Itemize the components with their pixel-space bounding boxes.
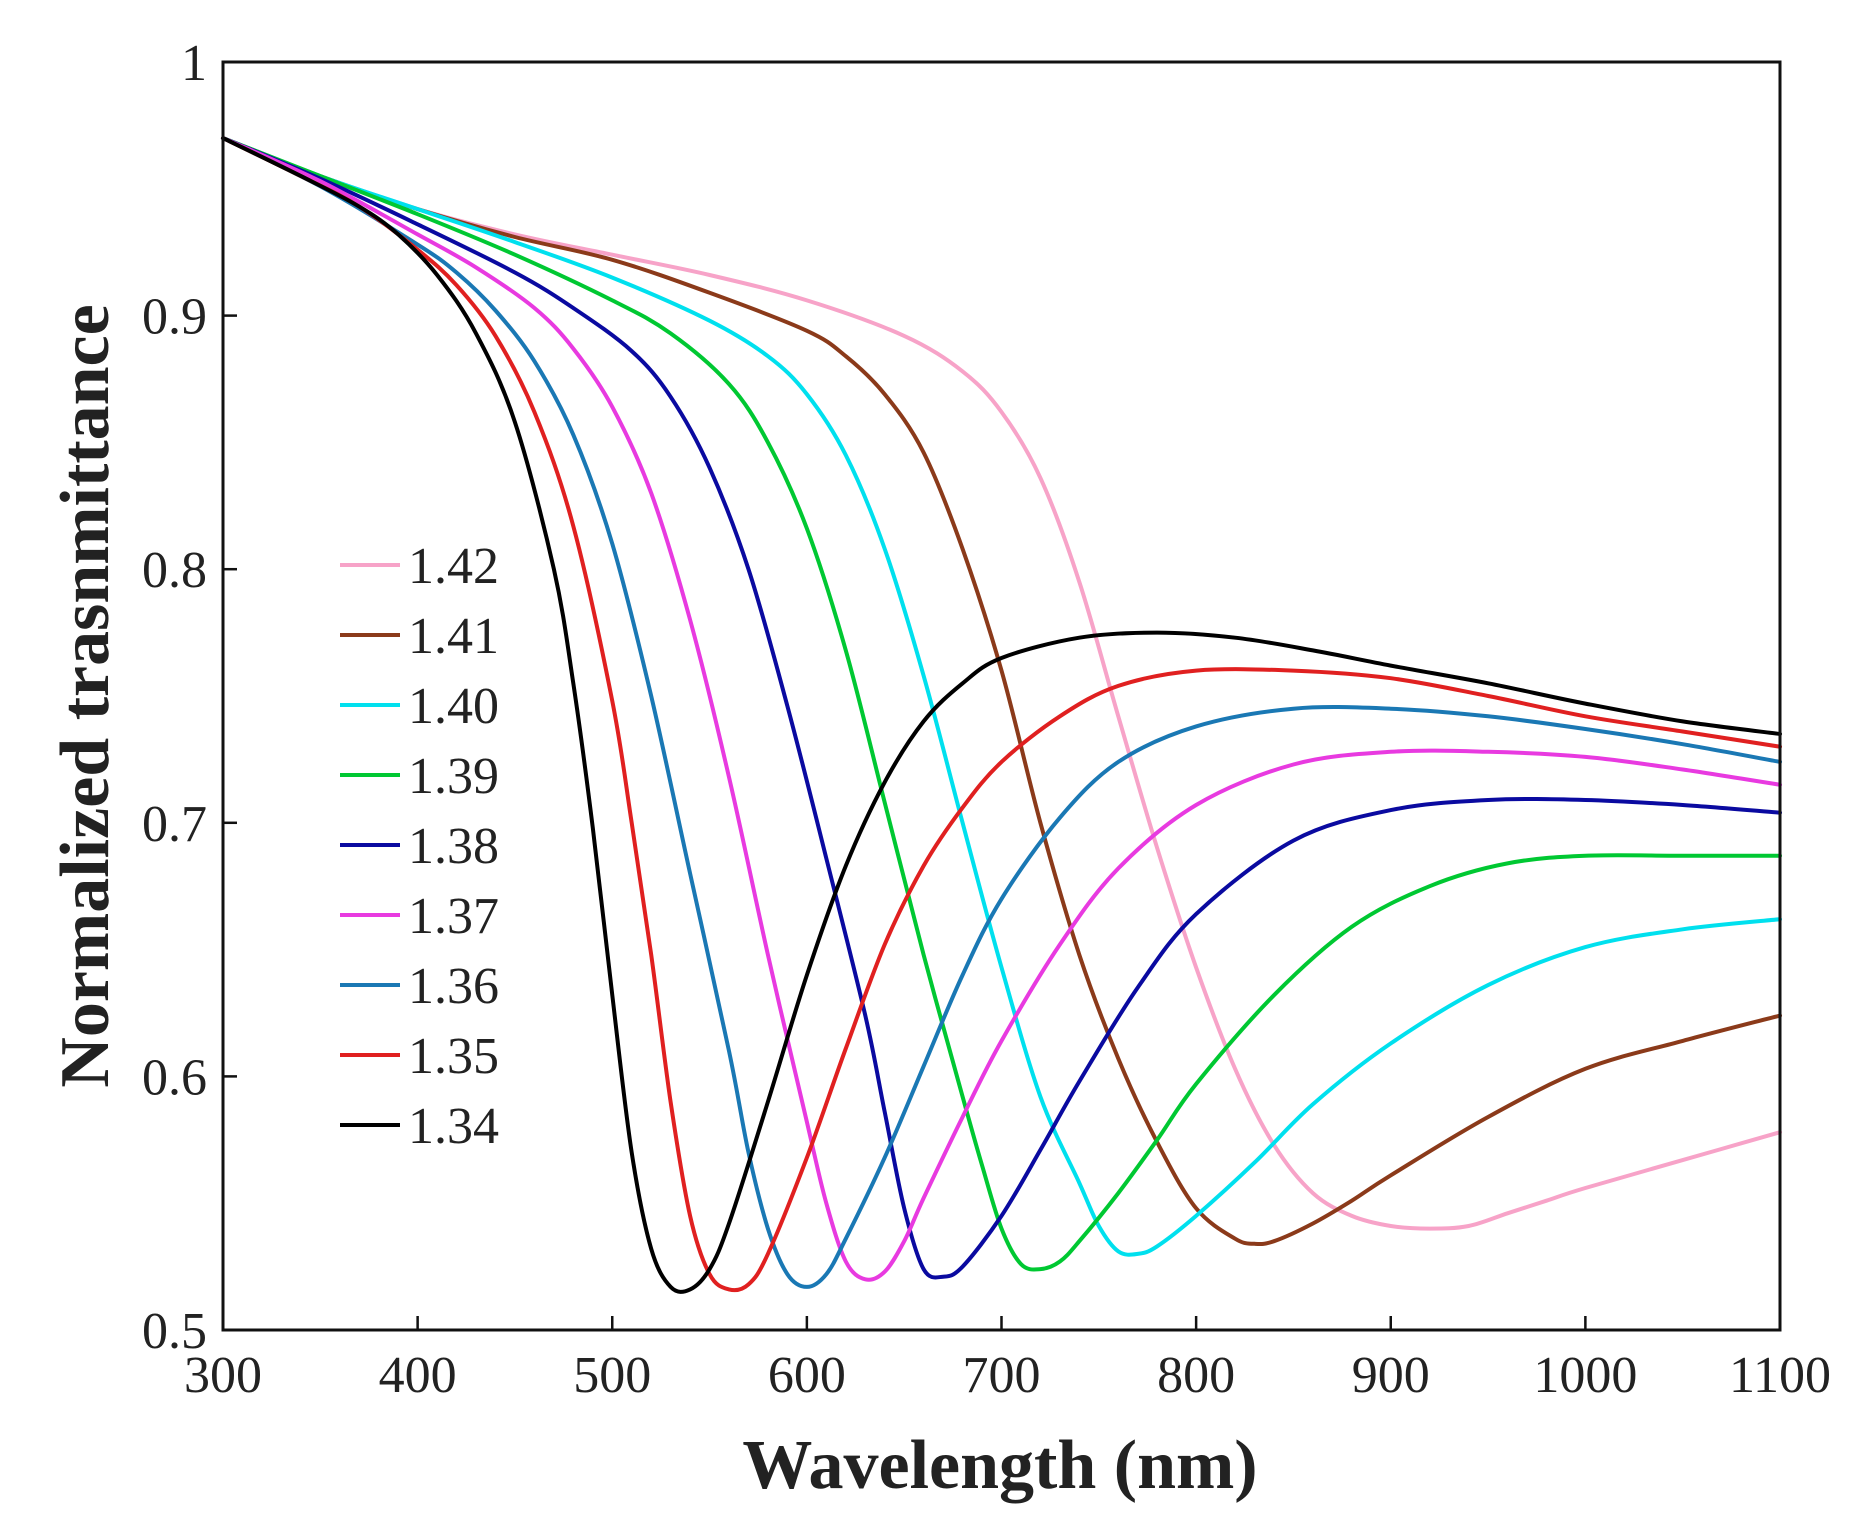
x-tick-label: 800 (1157, 1347, 1235, 1404)
y-tick-label: 0.5 (142, 1303, 207, 1360)
series-line-1-38 (221, 136, 1782, 1280)
legend-label: 1.34 (408, 1098, 499, 1155)
series-line-1-39 (221, 136, 1782, 1272)
series-lines (221, 136, 1782, 1294)
x-tick-label: 600 (768, 1347, 846, 1404)
series-line-1-34 (221, 136, 1782, 1294)
legend-label: 1.38 (408, 818, 499, 875)
legend-label: 1.35 (408, 1028, 499, 1085)
y-tick-label: 0.6 (142, 1049, 207, 1106)
series-line-1-37 (221, 136, 1782, 1282)
x-tick-label: 900 (1352, 1347, 1430, 1404)
x-axis-ticks: 300 400 500 600 700 800 900 1000 1100 (184, 1316, 1831, 1404)
x-tick-label: 1000 (1533, 1347, 1637, 1404)
x-tick-label: 1100 (1729, 1347, 1831, 1404)
y-axis-ticks: 0.5 0.6 0.7 0.8 0.9 1 (142, 35, 237, 1360)
x-axis-label: Wavelength (nm) (742, 1427, 1257, 1504)
legend-label: 1.41 (408, 608, 499, 665)
x-tick-label: 500 (573, 1347, 651, 1404)
x-tick-label: 400 (379, 1347, 457, 1404)
series-line-1-36 (221, 136, 1782, 1289)
legend-label: 1.36 (408, 958, 499, 1015)
y-tick-label: 0.9 (142, 289, 207, 346)
y-tick-label: 0.8 (142, 542, 207, 599)
legend: 1.42 1.41 1.40 1.39 1.38 1.37 1.36 1.35 1.34 (340, 538, 499, 1155)
y-axis-label: Normalized trasnmittance (47, 304, 124, 1087)
series-line-1-41 (221, 136, 1782, 1247)
series-line-1-35 (221, 136, 1782, 1293)
y-tick-label: 1 (181, 35, 207, 92)
series-line-1-40 (221, 136, 1782, 1257)
y-tick-label: 0.7 (142, 796, 207, 853)
legend-label: 1.37 (408, 888, 499, 945)
legend-label: 1.39 (408, 748, 499, 805)
x-tick-label: 300 (184, 1347, 262, 1404)
x-tick-label: 700 (963, 1347, 1041, 1404)
legend-label: 1.40 (408, 678, 499, 735)
legend-label: 1.42 (408, 538, 499, 595)
series-line-1-42 (221, 136, 1782, 1231)
